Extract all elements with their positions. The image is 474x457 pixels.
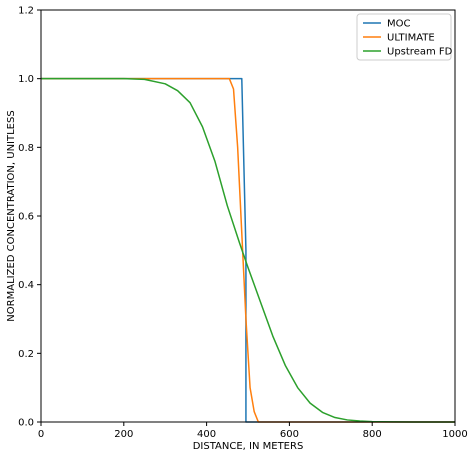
x-tick-label: 0 bbox=[38, 429, 44, 440]
legend-box bbox=[356, 13, 452, 61]
y-tick-label: 0.2 bbox=[18, 349, 34, 360]
x-tick-label: 800 bbox=[363, 429, 382, 440]
ticks-layer: 0 200 400 600 800 1000 0.0 0.2 0.4 0.6 0.8 1.0 1.2 bbox=[18, 6, 468, 441]
y-tick-label: 0.4 bbox=[18, 280, 34, 291]
y-tick-label: 0.8 bbox=[18, 143, 34, 154]
legend-label-1: ULTIMATE bbox=[387, 33, 435, 44]
legend-label-2: Upstream FD bbox=[387, 47, 453, 58]
y-tick-label: 1.0 bbox=[18, 74, 34, 85]
y-tick-label: 0.6 bbox=[18, 212, 34, 223]
legend-items: MOC ULTIMATE Upstream FD bbox=[363, 19, 453, 58]
series-line-1 bbox=[41, 77, 455, 423]
y-axis-label: NORMALIZED CONCENTRATION, UNITLESS bbox=[6, 110, 17, 321]
x-tick-label: 400 bbox=[197, 429, 216, 440]
plot-frame bbox=[40, 9, 456, 423]
legend: MOC ULTIMATE Upstream FD bbox=[356, 13, 453, 61]
y-tick-label: 0.0 bbox=[18, 418, 34, 429]
x-axis-label: DISTANCE, IN METERS bbox=[193, 441, 304, 452]
legend-label-0: MOC bbox=[387, 19, 410, 30]
x-tick-label: 600 bbox=[280, 429, 299, 440]
series-line-2 bbox=[41, 77, 455, 423]
x-tick-label: 200 bbox=[114, 429, 133, 440]
x-tick-label: 1000 bbox=[442, 429, 467, 440]
y-tick-label: 1.2 bbox=[18, 6, 34, 17]
